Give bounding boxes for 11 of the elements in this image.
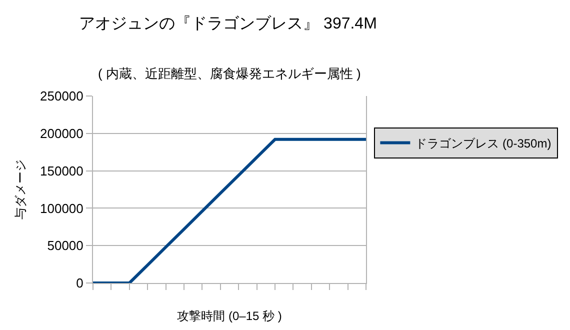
chart-title: アオジュンの『ドラゴンブレス』 397.4M: [79, 14, 377, 33]
y-tick-label: 150000: [40, 163, 84, 178]
y-tick-label: 200000: [40, 126, 84, 141]
x-axis-title: 攻撃時間 (0–15 秒 ): [177, 308, 282, 323]
y-tick-label: 100000: [40, 200, 84, 216]
chart-subtitle: ( 内蔵、近距離型、腐食爆発エネルギー属性 ): [98, 66, 361, 81]
y-tick-label: 0: [76, 276, 84, 291]
y-axis-title: 与ダメージ: [13, 160, 28, 220]
legend-label: ドラゴンブレス (0-350m): [415, 136, 552, 150]
y-tick-label: 50000: [47, 238, 84, 254]
y-tick-label: 250000: [40, 88, 84, 104]
